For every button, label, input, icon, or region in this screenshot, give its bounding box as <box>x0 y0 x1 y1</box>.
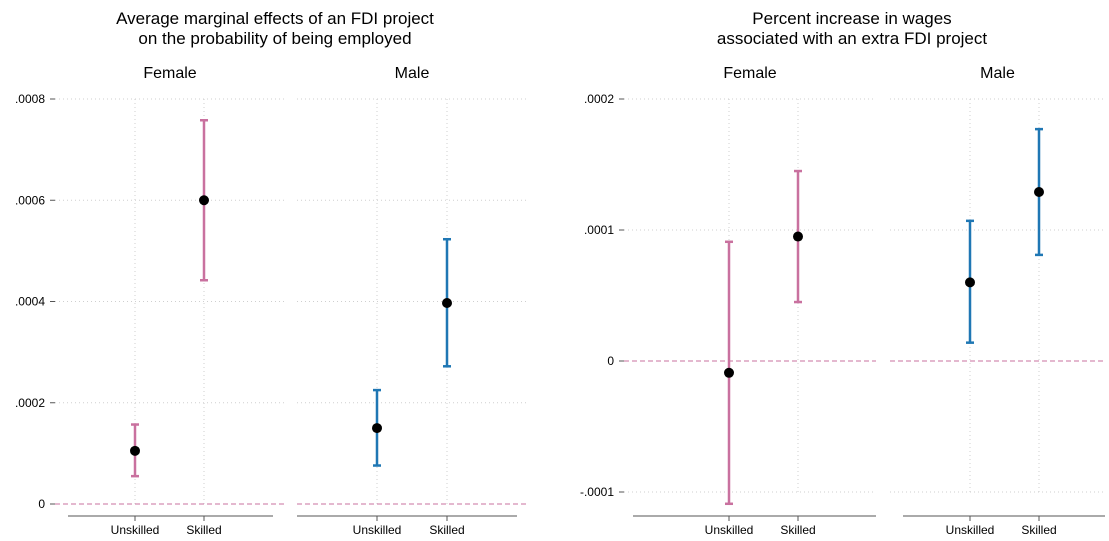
panel-male: Male Unskilled Skilled <box>890 65 1105 537</box>
facet-label: Female <box>723 65 776 82</box>
x-tick-label: Unskilled <box>111 523 160 537</box>
chart-title-line: associated with an extra FDI project <box>717 29 988 48</box>
y-tick-label: .0008 <box>15 92 45 106</box>
point-estimate <box>199 195 209 206</box>
y-tick-label: 0 <box>38 497 45 511</box>
y-tick-label: 0 <box>607 354 614 368</box>
point-estimate <box>442 298 452 309</box>
y-tick-label: .0004 <box>15 295 45 309</box>
chart-title-line: Average marginal effects of an FDI proje… <box>116 9 434 28</box>
chart-1: Average marginal effects of an FDI proje… <box>15 9 527 537</box>
point-estimate <box>372 423 382 434</box>
panel-female: Female Unskilled Skilled <box>624 65 876 537</box>
x-tick-label: Unskilled <box>353 523 402 537</box>
point-estimate <box>965 277 975 288</box>
x-tick-label: Skilled <box>1021 523 1056 537</box>
x-tick-label: Skilled <box>780 523 815 537</box>
panel-female: Female Unskilled Skilled <box>55 65 285 537</box>
x-tick-label: Skilled <box>429 523 464 537</box>
point-estimate <box>724 367 734 378</box>
chart-title-line: Percent increase in wages <box>752 9 951 28</box>
facet-label: Male <box>980 65 1015 82</box>
y-tick-label: .0001 <box>584 223 614 237</box>
y-tick-label: .0002 <box>15 396 45 410</box>
point-estimate <box>793 231 803 242</box>
x-tick-label: Unskilled <box>705 523 754 537</box>
facet-label: Male <box>395 65 430 82</box>
point-estimate <box>1034 187 1044 198</box>
point-estimate <box>130 445 140 456</box>
x-tick-label: Skilled <box>186 523 221 537</box>
y-tick-label: .0006 <box>15 193 45 207</box>
y-tick-label: .0002 <box>584 92 614 106</box>
chart-title-line: on the probability of being employed <box>138 29 411 48</box>
x-tick-label: Unskilled <box>946 523 995 537</box>
facet-label: Female <box>143 65 196 82</box>
panel-male: Male Unskilled Skilled <box>297 65 527 537</box>
y-tick-label: -.0001 <box>580 485 614 499</box>
